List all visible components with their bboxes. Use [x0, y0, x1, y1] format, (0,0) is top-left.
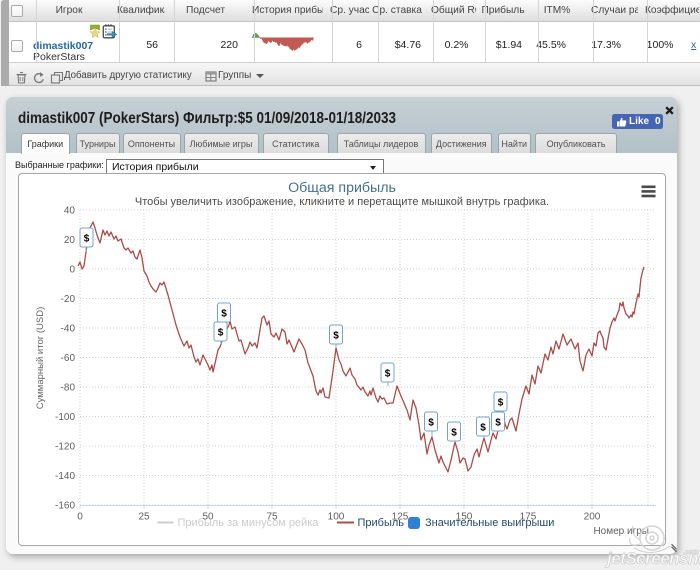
- svg-text:75: 75: [266, 512, 278, 523]
- svg-text:jetScreenshot: jetScreenshot: [605, 549, 700, 568]
- svg-text:$: $: [428, 418, 434, 429]
- svg-text:Общая прибыль: Общая прибыль: [288, 180, 396, 196]
- svg-text:Прибыль за минусом рейка: Прибыль за минусом рейка: [178, 517, 320, 529]
- svg-text:$: $: [84, 234, 90, 245]
- svg-text:$: $: [498, 398, 504, 409]
- svg-text:Чтобы увеличить изображение, к: Чтобы увеличить изображение, кликните и …: [135, 196, 549, 208]
- svg-text:20: 20: [64, 235, 76, 246]
- svg-text:150: 150: [456, 512, 473, 523]
- svg-text:25: 25: [138, 512, 150, 523]
- svg-text:-80: -80: [61, 383, 76, 394]
- svg-text:175: 175: [520, 512, 537, 523]
- svg-text:-140: -140: [55, 471, 75, 482]
- svg-text:-120: -120: [55, 442, 75, 453]
- svg-text:-100: -100: [55, 412, 75, 423]
- svg-text:$: $: [333, 331, 339, 342]
- svg-text:Прибыль: Прибыль: [358, 517, 405, 529]
- svg-text:40: 40: [64, 206, 76, 217]
- svg-text:0: 0: [69, 265, 75, 276]
- svg-text:$: $: [480, 423, 486, 434]
- svg-text:125: 125: [392, 512, 409, 523]
- svg-text:$: $: [495, 418, 501, 429]
- svg-text:200: 200: [584, 512, 601, 523]
- svg-text:.com: .com: [683, 549, 699, 556]
- svg-text:50: 50: [202, 512, 214, 523]
- svg-text:-20: -20: [61, 294, 76, 305]
- svg-text:0: 0: [77, 512, 83, 523]
- svg-text:-160: -160: [55, 501, 75, 512]
- svg-text:Номер игры: Номер игры: [593, 526, 649, 537]
- svg-text:$: $: [385, 369, 391, 380]
- svg-text:$: $: [451, 428, 457, 439]
- svg-text:-60: -60: [61, 353, 76, 364]
- svg-text:Суммарный итог (USD): Суммарный итог (USD): [35, 307, 46, 409]
- svg-text:Значительные выигрыши: Значительные выигрыши: [425, 517, 554, 529]
- svg-text:-40: -40: [61, 324, 76, 335]
- svg-text:$: $: [221, 309, 227, 320]
- svg-text:$: $: [218, 328, 224, 339]
- svg-text:100: 100: [328, 512, 345, 523]
